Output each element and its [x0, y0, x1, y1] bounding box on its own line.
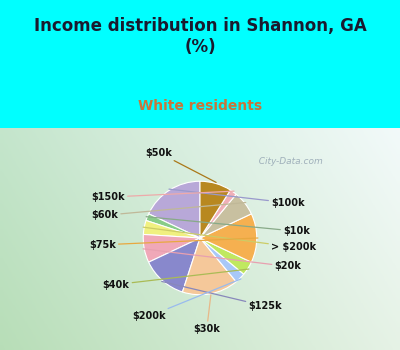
Text: White residents: White residents: [138, 99, 262, 113]
Text: $40k: $40k: [102, 269, 249, 289]
Text: $125k: $125k: [162, 281, 282, 311]
Text: $100k: $100k: [169, 189, 305, 208]
Wedge shape: [200, 214, 257, 262]
Text: $30k: $30k: [193, 295, 220, 334]
Text: $60k: $60k: [91, 203, 246, 220]
Text: Income distribution in Shannon, GA
(%): Income distribution in Shannon, GA (%): [34, 17, 366, 56]
Text: $200k: $200k: [132, 279, 241, 321]
Wedge shape: [143, 234, 200, 262]
Wedge shape: [182, 238, 236, 295]
Wedge shape: [200, 238, 251, 274]
Wedge shape: [200, 181, 230, 238]
Text: City-Data.com: City-Data.com: [253, 156, 323, 166]
Wedge shape: [149, 238, 200, 292]
Wedge shape: [200, 194, 251, 238]
Text: $50k: $50k: [146, 148, 216, 182]
Text: > $200k: > $200k: [143, 227, 316, 252]
Text: $20k: $20k: [143, 249, 302, 271]
Wedge shape: [149, 181, 200, 238]
Text: $10k: $10k: [146, 217, 310, 236]
Wedge shape: [200, 190, 236, 238]
Wedge shape: [200, 238, 244, 282]
Wedge shape: [143, 220, 200, 238]
Text: $150k: $150k: [91, 191, 234, 202]
Wedge shape: [146, 214, 200, 238]
Text: $75k: $75k: [89, 238, 258, 250]
